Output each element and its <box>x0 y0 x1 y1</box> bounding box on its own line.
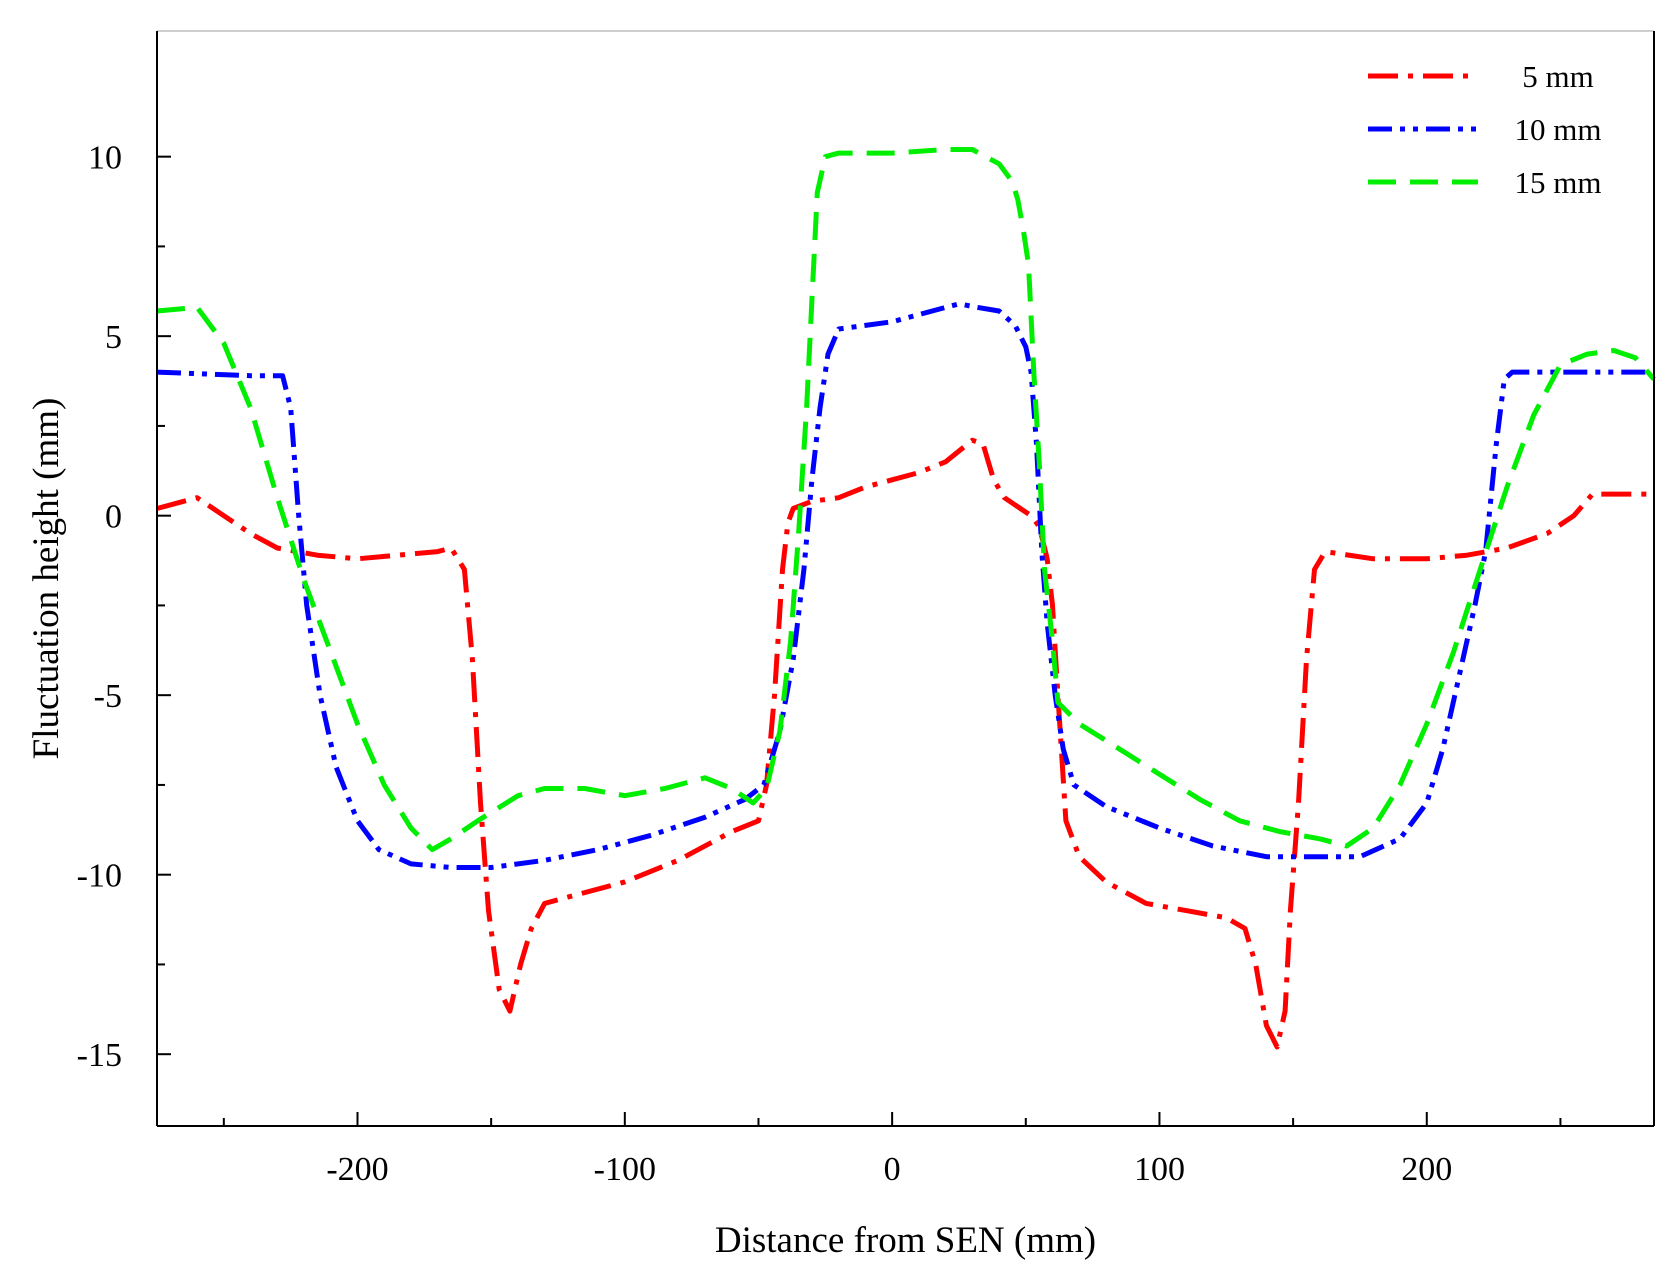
x-tick-label: 100 <box>1134 1151 1185 1188</box>
tick-labels: -200 -100 0 100 200 10 5 0 -5 -10 -15 <box>77 140 1453 1188</box>
tick-marks <box>157 155 1562 1126</box>
x-tick-label: 200 <box>1401 1151 1452 1188</box>
legend: 5 mm 10 mm 15 mm <box>1368 59 1601 200</box>
y-axis-title: Fluctuation height (mm) <box>26 398 67 760</box>
series-line-5-mm <box>156 437 1654 1050</box>
y-tick-label: -10 <box>77 858 122 895</box>
y-tick-label: -15 <box>77 1037 122 1074</box>
y-tick-label: 5 <box>105 319 122 356</box>
x-tick-label: 0 <box>884 1151 901 1188</box>
axes <box>156 30 1655 1127</box>
y-tick-label: -5 <box>94 678 122 715</box>
x-tick-label: -100 <box>594 1151 656 1188</box>
series-group <box>156 147 1656 1050</box>
legend-label: 10 mm <box>1515 112 1602 147</box>
x-axis-title: Distance from SEN (mm) <box>715 1220 1096 1261</box>
series-line-15-mm <box>156 147 1656 853</box>
legend-label: 15 mm <box>1515 165 1602 200</box>
y-tick-label: 10 <box>88 140 122 177</box>
legend-label: 5 mm <box>1522 59 1593 94</box>
series-line-10-mm <box>156 301 1654 870</box>
x-tick-label: -200 <box>326 1151 388 1188</box>
y-tick-label: 0 <box>105 499 122 536</box>
